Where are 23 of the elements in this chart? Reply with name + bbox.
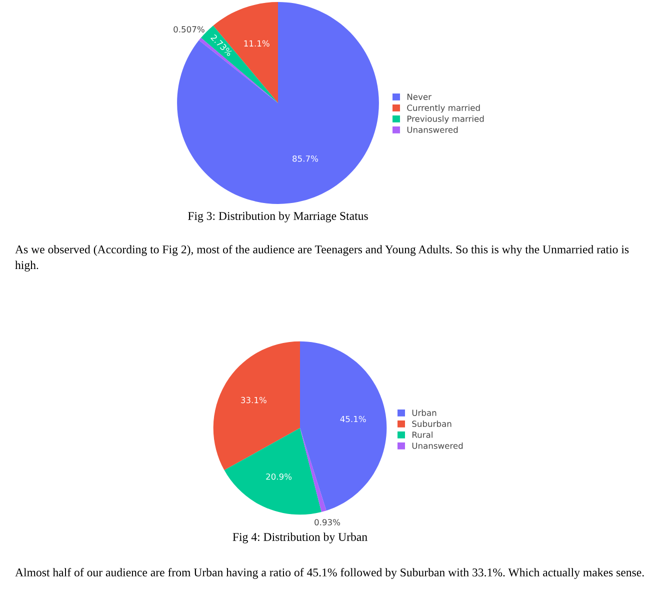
text: Fig 4: Distribution by Urban [232,532,368,544]
pie-slice [300,341,387,511]
text: Fig 3: Distribution by Marriage Status [188,212,368,222]
data-label: 0.93% [314,519,340,526]
data-label: 85.7% [292,155,318,162]
legend-label: Unanswered [407,126,458,133]
legend-label: Currently married [407,104,480,113]
pie-slice [224,428,322,515]
pie-slice [300,428,326,512]
legend-label: Unanswered [412,442,463,449]
legend-label: Suburban [412,420,452,427]
pie-slice [213,341,300,470]
data-label: 45.1% [340,416,366,422]
legend-label: Previously married [407,115,484,124]
data-label: 0.507% [174,26,204,32]
text: Almost half of our audience are from Urban having a ratio of 45.1% followed by Suburban with 33.1%. Which actually makes sense. [15,568,644,579]
legend-label: Never [407,94,432,100]
data-label: 11.1% [244,40,270,47]
text: As we observed (According to Fig 2), most of the audience are Teenagers and Young Adults. So this is why the Unmarried ratio is high. [15,245,629,272]
data-label: 33.1% [241,396,266,404]
legend-label: Rural [412,431,432,438]
data-label: 20.9% [266,473,292,480]
legend-label: Urban [412,410,436,416]
